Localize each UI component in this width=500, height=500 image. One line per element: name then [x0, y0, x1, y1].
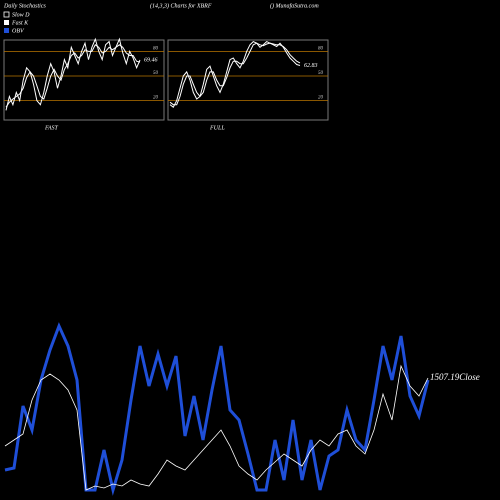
series-line [5, 44, 141, 108]
y-tick-label: 20 [318, 96, 324, 101]
panel-frame [3, 39, 165, 121]
series-line [4, 364, 429, 491]
y-tick-label: 50 [153, 71, 159, 76]
series-line [169, 40, 301, 108]
legend-swatch [3, 11, 10, 18]
legend-swatch [4, 28, 9, 33]
series-line [5, 37, 141, 111]
legend-label: Fast K [11, 20, 29, 26]
y-tick-label: 80 [153, 47, 159, 52]
legend-swatch [4, 20, 9, 25]
legend-label: Slow D [12, 12, 30, 18]
y-tick-label: 20 [153, 96, 159, 101]
header-center: (14,3,3) Charts for XBRF [150, 2, 212, 9]
panel-caption: FAST [44, 125, 59, 131]
y-tick-label: 80 [318, 47, 324, 52]
y-tick-label: 50 [318, 71, 324, 76]
panel-frame [167, 39, 329, 121]
header-right: () MunafaSutra.com [270, 2, 319, 9]
header-left: Daily Stochastics [3, 3, 46, 9]
series-line [4, 322, 430, 496]
panel-caption: FULL [209, 125, 225, 131]
last-value-label: 69.46 [144, 56, 158, 63]
legend-label: OBV [12, 28, 25, 34]
close-label: 1507.19Close [430, 372, 480, 382]
last-value-label: 62.83 [304, 63, 318, 69]
